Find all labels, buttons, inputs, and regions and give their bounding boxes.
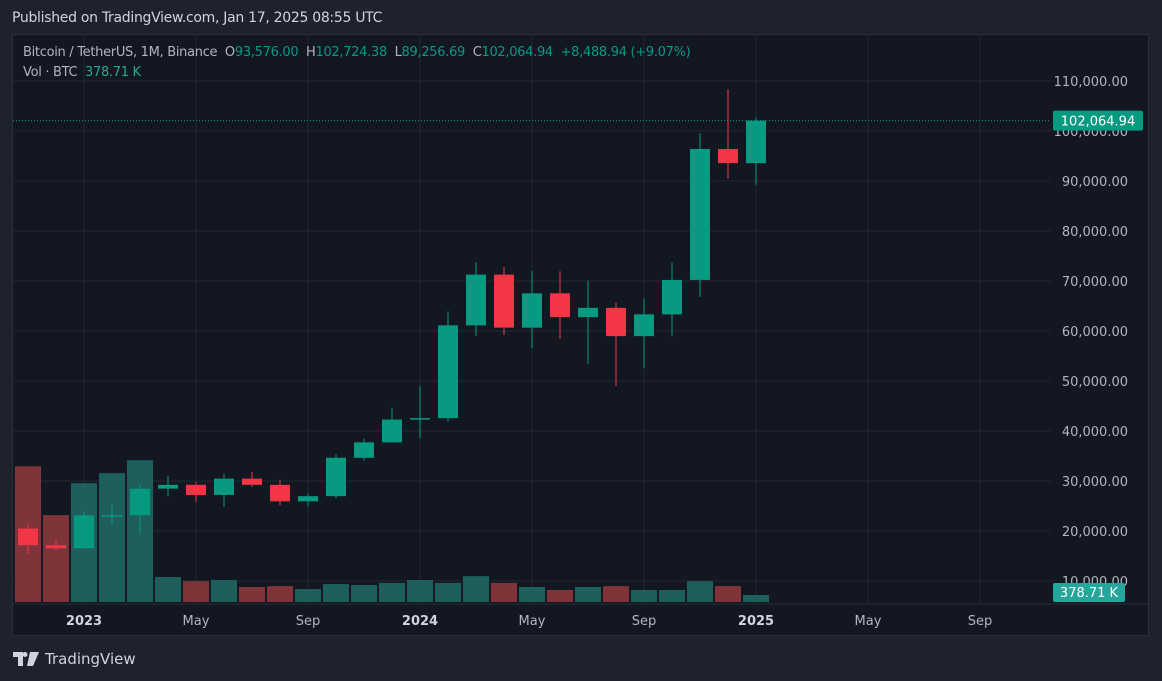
price-tick-label: 20,000.00 xyxy=(1062,525,1128,540)
brand-name: TradingView xyxy=(45,650,136,668)
published-note: Published on TradingView.com, Jan 17, 20… xyxy=(12,10,383,26)
price-tick-label: 70,000.00 xyxy=(1062,275,1128,290)
chart-pane[interactable] xyxy=(12,34,1149,636)
volume-bar xyxy=(547,589,573,602)
price-tick-label: 80,000.00 xyxy=(1062,225,1128,240)
candle-body xyxy=(102,515,122,517)
candle-body xyxy=(634,314,654,337)
price-tick-label: 110,000.00 xyxy=(1054,75,1128,90)
volume-bar xyxy=(155,577,181,602)
time-tick-label: 2023 xyxy=(66,614,102,629)
volume-bar xyxy=(435,582,461,602)
time-tick-label: Sep xyxy=(968,614,993,629)
volume-bar xyxy=(743,595,769,602)
volume-bar xyxy=(715,586,741,602)
volume-value: 378.71 K xyxy=(85,65,141,80)
open-value: 93,576.00 xyxy=(234,45,299,60)
volume-bar xyxy=(631,589,657,602)
high-label: H xyxy=(306,45,316,60)
last-volume-label: 378.71 K xyxy=(1060,586,1119,601)
price-tick-label: 90,000.00 xyxy=(1062,175,1128,190)
volume-bar xyxy=(351,584,377,602)
time-tick-label: Sep xyxy=(296,614,321,629)
volume-bar xyxy=(211,580,237,602)
low-label: L xyxy=(394,45,402,60)
close-label: C xyxy=(472,45,482,60)
volume-label[interactable]: Vol · BTC xyxy=(23,65,78,80)
volume-bar xyxy=(575,587,601,602)
candle-body xyxy=(326,457,346,497)
volume-bar xyxy=(183,581,209,602)
candle-body xyxy=(466,274,486,326)
candle-body xyxy=(690,148,710,280)
time-tick-label: May xyxy=(183,614,210,629)
candle-body xyxy=(410,418,430,420)
candle-body xyxy=(298,496,318,502)
close-value: 102,064.94 xyxy=(481,45,553,60)
volume-bar xyxy=(43,515,69,602)
time-tick-label: May xyxy=(855,614,882,629)
high-value: 102,724.38 xyxy=(315,45,387,60)
tradingview-logo-icon xyxy=(13,652,39,666)
price-tick-label: 30,000.00 xyxy=(1062,475,1128,490)
candle-body xyxy=(18,528,38,546)
candle-body xyxy=(662,279,682,315)
volume-legend: Vol · BTC 378.71 K xyxy=(23,65,690,85)
time-tick-label: Sep xyxy=(632,614,657,629)
candle-body xyxy=(158,484,178,489)
open-label: O xyxy=(224,45,235,60)
low-value: 89,256.69 xyxy=(401,45,466,60)
volume-bar xyxy=(603,586,629,602)
tradingview-logo[interactable]: TradingView xyxy=(13,650,136,668)
price-tick-label: 50,000.00 xyxy=(1062,375,1128,390)
candle-body xyxy=(214,478,234,495)
candle-body xyxy=(74,515,94,549)
candle-body xyxy=(522,293,542,328)
volume-bar xyxy=(323,584,349,602)
price-tick-label: 60,000.00 xyxy=(1062,325,1128,340)
last-price-label: 102,064.94 xyxy=(1061,115,1135,130)
candle-body xyxy=(578,307,598,318)
candle-body xyxy=(382,419,402,443)
candle-body xyxy=(550,293,570,318)
volume-bar xyxy=(295,589,321,602)
candle-body xyxy=(130,488,150,516)
volume-bar xyxy=(687,581,713,602)
candle-body xyxy=(354,442,374,458)
volume-bar xyxy=(407,580,433,602)
volume-bar xyxy=(659,589,685,602)
volume-bar xyxy=(379,582,405,602)
last-volume-badge xyxy=(1053,583,1125,602)
ohlc-legend: Bitcoin / TetherUS, 1M, Binance O93,576.… xyxy=(23,45,691,65)
candle-body xyxy=(438,325,458,419)
change-value: +8,488.94 (+9.07%) xyxy=(560,45,691,60)
candle-body xyxy=(186,484,206,495)
candle-body xyxy=(46,545,66,549)
candle-body xyxy=(270,484,290,502)
volume-bar xyxy=(267,586,293,602)
candle-body xyxy=(242,478,262,485)
candle-body xyxy=(606,307,626,337)
time-tick-label: 2025 xyxy=(738,614,774,629)
last-price-badge xyxy=(1053,110,1143,131)
candle-body xyxy=(494,274,514,328)
volume-bar xyxy=(99,473,125,602)
time-tick-label: 2024 xyxy=(402,614,438,629)
chart-legend: Bitcoin / TetherUS, 1M, Binance O93,576.… xyxy=(23,45,691,85)
volume-bar xyxy=(239,587,265,602)
candle-body xyxy=(746,120,766,164)
symbol-title[interactable]: Bitcoin / TetherUS, 1M, Binance xyxy=(23,45,218,60)
volume-bar xyxy=(491,582,517,602)
time-tick-label: May xyxy=(519,614,546,629)
price-tick-label: 40,000.00 xyxy=(1062,425,1128,440)
candle-body xyxy=(718,148,738,164)
volume-bar xyxy=(519,587,545,602)
volume-bar xyxy=(463,576,489,602)
